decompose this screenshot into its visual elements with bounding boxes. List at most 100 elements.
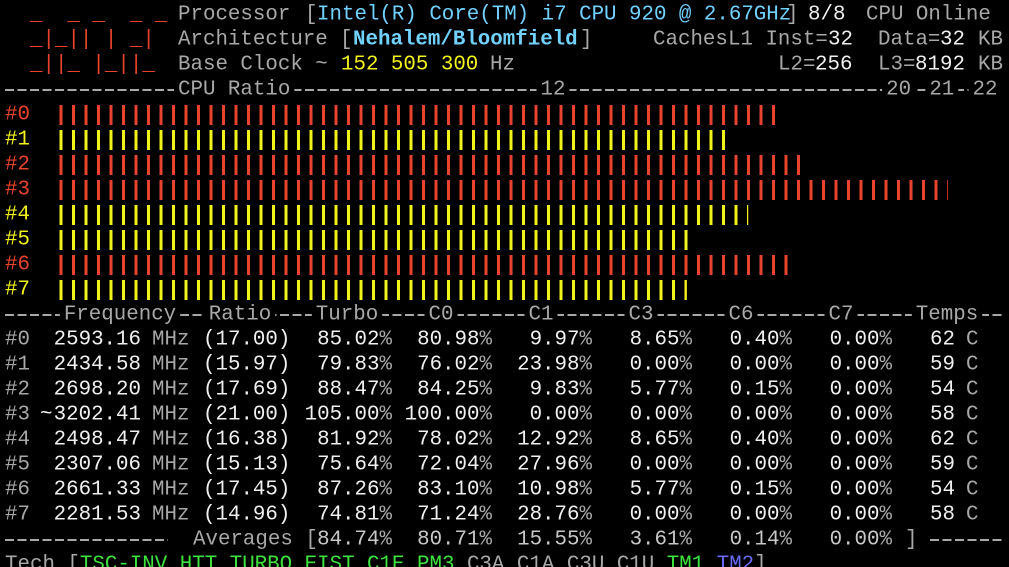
c6-value: 0.40 — [730, 329, 780, 352]
turbo-value: 79.83 — [317, 354, 379, 377]
l1-inst-label: L1 Inst= — [728, 29, 828, 52]
l1-inst-value: 32 — [828, 29, 853, 52]
tech-flag: C3U — [567, 554, 604, 567]
c3-value: 0.00 — [630, 454, 680, 477]
average-c7: 0.00 — [830, 529, 880, 552]
cpu-label: #3 — [5, 179, 30, 202]
cpu-label: #0 — [5, 329, 30, 352]
online-count: 8/8 — [808, 4, 845, 27]
c7-value: 0.00 — [830, 454, 880, 477]
text-background — [536, 78, 570, 102]
unit: % — [480, 404, 493, 427]
c7-value: 0.00 — [830, 379, 880, 402]
c1-value: 10.98 — [517, 479, 579, 502]
column-header: Frequency — [64, 304, 176, 327]
tech-flag: C1U — [617, 554, 654, 567]
cpu-label: #6 — [5, 254, 30, 277]
unit: KB — [978, 54, 1003, 77]
frequency: 2281.53 — [54, 504, 141, 527]
unit: % — [880, 329, 893, 352]
unit: % — [380, 404, 393, 427]
unit: KB — [978, 29, 1003, 52]
processor-name: Intel(R) Core(TM) i7 CPU 920 @ 2.67GHz — [317, 4, 791, 27]
temperature: 62 — [930, 429, 955, 452]
text-background — [624, 303, 658, 327]
unit: % — [780, 479, 793, 502]
turbo-value: 74.81 — [317, 504, 379, 527]
unit: % — [780, 354, 793, 377]
text-background — [204, 303, 276, 327]
unit: % — [480, 454, 493, 477]
c6-value: 0.00 — [730, 504, 780, 527]
c0-value: 80.98 — [417, 329, 479, 352]
unit: % — [880, 504, 893, 527]
logo-line: _|_|| | _| — [29, 29, 155, 52]
unit: MHz — [152, 379, 189, 402]
unit: C — [966, 479, 978, 502]
unit: C — [966, 504, 978, 527]
averages-label: Averages [ — [193, 529, 318, 552]
cpu-label: #4 — [5, 429, 30, 452]
turbo-value: 105.00 — [305, 404, 380, 427]
bracket: [ — [305, 4, 317, 27]
column-header: C0 — [429, 304, 454, 327]
frequency: 2498.47 — [54, 429, 141, 452]
column-header: C6 — [729, 304, 754, 327]
column-header: Ratio — [209, 304, 271, 327]
unit: % — [580, 329, 593, 352]
unit: % — [380, 479, 393, 502]
turbo-value: 75.64 — [317, 454, 379, 477]
unit: % — [380, 379, 393, 402]
unit: % — [780, 454, 793, 477]
c0-value: 71.24 — [417, 504, 479, 527]
frequency: 2434.58 — [54, 354, 141, 377]
unit: % — [580, 429, 593, 452]
turbo-value: 81.92 — [317, 429, 379, 452]
column-header: C7 — [829, 304, 854, 327]
tech-flag: TSC-INV — [80, 554, 168, 567]
unit: MHz — [152, 454, 189, 477]
ratio-value: (15.13) — [203, 454, 290, 477]
temperature: 58 — [930, 504, 955, 527]
unit: % — [680, 379, 693, 402]
average-c3: 3.61 — [630, 529, 680, 552]
unit: % — [380, 504, 393, 527]
unit: % — [880, 529, 893, 552]
architecture-label: Architecture — [178, 29, 328, 52]
unit: C — [966, 379, 978, 402]
caches-label: Caches — [653, 29, 728, 52]
cpu-label: #0 — [5, 104, 30, 127]
unit: MHz — [152, 504, 189, 527]
unit: % — [380, 454, 393, 477]
cpu-label: #3 — [5, 404, 30, 427]
bracket: ] — [905, 529, 917, 552]
c7-value: 0.00 — [830, 329, 880, 352]
temperature: 59 — [930, 454, 955, 477]
ratio-value: (21.00) — [203, 404, 290, 427]
unit: % — [580, 504, 593, 527]
unit: % — [480, 354, 493, 377]
l2-label: L2= — [778, 54, 815, 77]
c1-value: 27.96 — [517, 454, 579, 477]
ratio-bar — [55, 105, 775, 125]
tech-flag: EIST — [305, 554, 355, 567]
tech-label: Tech [ — [5, 554, 80, 567]
frequency: 2661.33 — [54, 479, 141, 502]
turbo-value: 85.02 — [317, 329, 379, 352]
cpu-label: #5 — [5, 229, 30, 252]
c3-value: 0.00 — [630, 504, 680, 527]
ratio-bar — [55, 255, 795, 275]
frequency: 2307.06 — [54, 454, 141, 477]
c7-value: 0.00 — [830, 354, 880, 377]
logo-line: _||_ |_||_ — [29, 54, 155, 77]
text-background — [524, 303, 558, 327]
unit: % — [680, 504, 693, 527]
cpu-label: #4 — [5, 204, 30, 227]
l2-value: 256 — [815, 54, 852, 77]
unit: C — [966, 454, 978, 477]
bracket: [ — [340, 29, 352, 52]
text-background — [59, 303, 181, 327]
unit: % — [780, 504, 793, 527]
c1-value: 9.83 — [530, 379, 580, 402]
unit: % — [680, 479, 693, 502]
